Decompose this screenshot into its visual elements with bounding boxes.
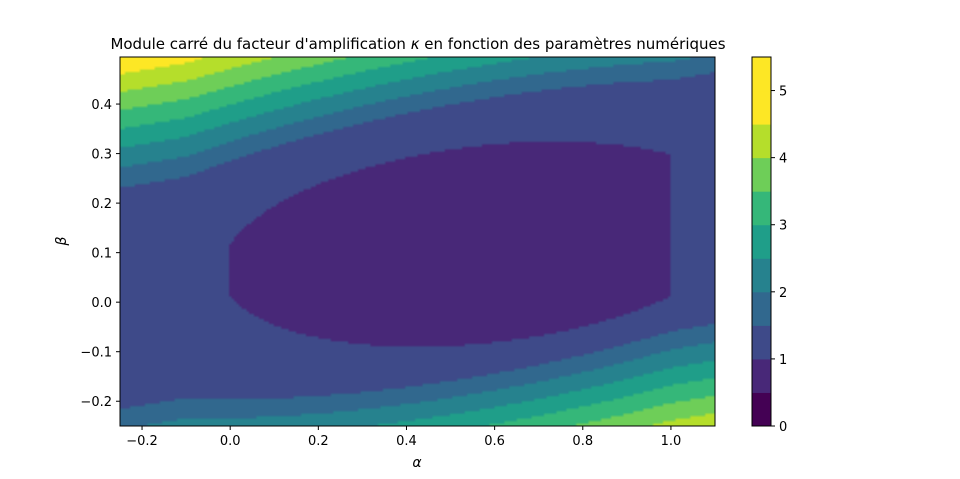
colorbar-band bbox=[752, 325, 771, 360]
colorbar: 0 1 2 3 4 5 bbox=[752, 57, 787, 435]
y-axis-label: β bbox=[54, 236, 70, 246]
plot-frame bbox=[119, 56, 716, 427]
plot-area bbox=[120, 57, 715, 426]
colorbar-band bbox=[752, 258, 771, 293]
colorbar-frame bbox=[751, 56, 772, 427]
colorbar-tick-label: 2 bbox=[779, 286, 787, 301]
colorbar-band bbox=[752, 191, 771, 226]
chart-title: Module carré du facteur d'amplification … bbox=[110, 35, 725, 53]
colorbar-band bbox=[752, 224, 771, 259]
y-tick-label: 0.2 bbox=[91, 197, 112, 212]
colorbar-band bbox=[752, 392, 771, 427]
colorbar-band bbox=[752, 291, 771, 326]
y-tick-label: −0.1 bbox=[80, 346, 112, 361]
colorbar-band bbox=[752, 157, 771, 192]
x-tick-label: 0.2 bbox=[308, 434, 329, 449]
contour-fill bbox=[120, 57, 715, 426]
colorbar-band bbox=[752, 57, 771, 92]
colorbar-tick-label: 1 bbox=[779, 353, 787, 368]
x-tick-label: 1.0 bbox=[661, 434, 682, 449]
y-tick-label: 0.0 bbox=[91, 296, 112, 311]
x-axis: −0.2 0.0 0.2 0.4 0.6 0.8 1.0 bbox=[126, 426, 681, 449]
x-tick-label: 0.8 bbox=[572, 434, 593, 449]
x-tick-label: 0.6 bbox=[484, 434, 505, 449]
colorbar-tick-label: 5 bbox=[779, 85, 787, 100]
colorbar-tick-label: 4 bbox=[779, 152, 787, 167]
x-tick-label: 0.4 bbox=[396, 434, 417, 449]
colorbar-band bbox=[752, 90, 771, 125]
y-tick-label: −0.2 bbox=[80, 395, 112, 410]
y-tick-label: 0.1 bbox=[91, 247, 112, 262]
y-tick-label: 0.4 bbox=[91, 98, 112, 113]
chart-title-suffix: en fonction des paramètres numériques bbox=[420, 35, 726, 53]
x-axis-label: α bbox=[412, 455, 422, 471]
y-axis: −0.2 −0.1 0.0 0.1 0.2 0.3 0.4 bbox=[80, 98, 120, 410]
colorbar-band bbox=[752, 124, 771, 159]
x-tick-label: 0.0 bbox=[220, 434, 241, 449]
x-tick-label: −0.2 bbox=[126, 434, 158, 449]
y-tick-label: 0.3 bbox=[91, 148, 112, 163]
chart-title-symbol: κ bbox=[411, 35, 420, 53]
colorbar-band bbox=[752, 358, 771, 393]
colorbar-tick-label: 3 bbox=[779, 219, 787, 234]
chart-title-prefix: Module carré du facteur d'amplification bbox=[110, 35, 410, 53]
colorbar-tick-label: 0 bbox=[779, 420, 787, 435]
